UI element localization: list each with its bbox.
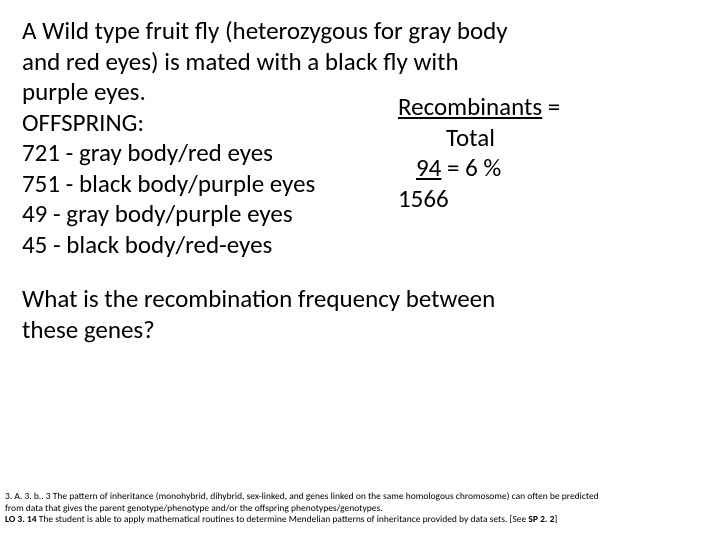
intro-paragraph: A Wild type fruit fly (heterozygous for … bbox=[22, 16, 698, 108]
footer-line: LO 3. 14 The student is able to apply ma… bbox=[5, 514, 710, 526]
footer-sp-bold: SP 2. 2 bbox=[528, 513, 554, 525]
offspring-item: 45 - black body/red-eyes bbox=[22, 230, 315, 261]
recombinants-calc: Recombinants = Total 94 = 6 % 1566 bbox=[398, 92, 560, 214]
intro-line: A Wild type fruit fly (heterozygous for … bbox=[22, 16, 698, 47]
recomb-header: Recombinants = bbox=[398, 92, 560, 123]
question-paragraph: What is the recombination frequency betw… bbox=[22, 284, 698, 345]
offspring-item: 49 - gray body/purple eyes bbox=[22, 199, 315, 230]
question-line: these genes? bbox=[22, 315, 698, 346]
intro-line: and red eyes) is mated with a black fly … bbox=[22, 47, 698, 78]
recomb-eq: = bbox=[542, 91, 560, 122]
footer-lo-text: The student is able to apply mathematica… bbox=[39, 513, 529, 525]
recomb-result: = 6 % bbox=[441, 152, 501, 183]
footer-notes: 3. A. 3. b.. 3 The pattern of inheritanc… bbox=[5, 491, 710, 526]
recomb-word: Recombinants bbox=[398, 91, 542, 122]
recomb-numerator: 94 bbox=[416, 152, 441, 183]
offspring-item: 721 - gray body/red eyes bbox=[22, 138, 315, 169]
offspring-label: OFFSPRING: bbox=[22, 108, 315, 139]
footer-lo-bold: LO 3. 14 bbox=[5, 513, 39, 525]
offspring-list: OFFSPRING: 721 - gray body/red eyes 751 … bbox=[22, 108, 315, 261]
question-line: What is the recombination frequency betw… bbox=[22, 284, 698, 315]
recomb-denominator: 1566 bbox=[398, 184, 560, 215]
offspring-item: 751 - black body/purple eyes bbox=[22, 169, 315, 200]
offspring-block: OFFSPRING: 721 - gray body/red eyes 751 … bbox=[22, 108, 698, 261]
footer-end: ] bbox=[554, 513, 557, 525]
intro-line: purple eyes. bbox=[22, 77, 698, 108]
recomb-fraction-top: 94 = 6 % bbox=[398, 153, 560, 184]
recomb-total: Total bbox=[398, 123, 560, 154]
